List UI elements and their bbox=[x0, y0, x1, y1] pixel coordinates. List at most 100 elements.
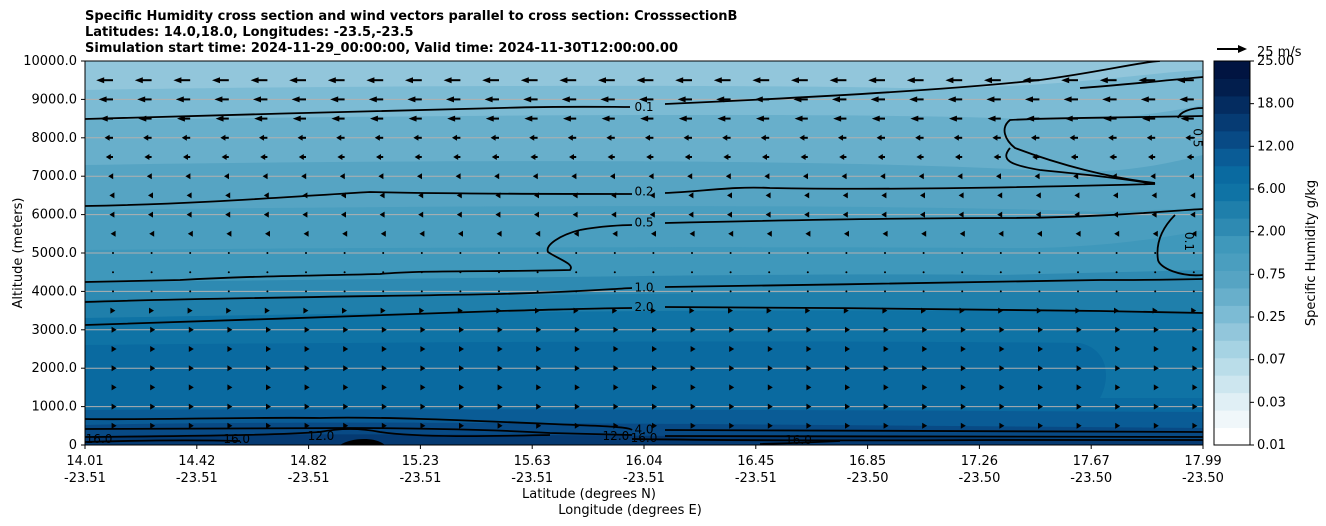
wind-vector bbox=[1032, 154, 1040, 160]
wind-vector bbox=[227, 252, 230, 254]
wind-vector bbox=[459, 346, 464, 352]
x-tick-label-lon: -23.51 bbox=[399, 471, 441, 486]
wind-vector bbox=[999, 422, 1005, 429]
contour-labels: 0.10.20.51.02.04.016.0 16.0 12.0 12.0 16.0 16… bbox=[86, 100, 1205, 447]
wind-vector bbox=[691, 290, 693, 293]
wind-vector bbox=[883, 326, 889, 333]
wind-vector bbox=[111, 346, 117, 352]
wind-vector bbox=[1138, 77, 1156, 84]
wind-vector bbox=[536, 384, 542, 391]
wind-vector bbox=[99, 115, 113, 122]
wind-vector bbox=[1115, 252, 1118, 254]
wind-vector bbox=[220, 134, 229, 141]
wind-vector bbox=[414, 154, 422, 160]
wind-vector bbox=[339, 173, 345, 180]
wind-vector bbox=[884, 290, 886, 293]
y-tick-label: 2000.0 bbox=[32, 361, 78, 376]
wind-vector bbox=[490, 134, 499, 141]
wind-vector bbox=[1038, 326, 1043, 333]
wind-vector bbox=[181, 134, 191, 141]
x-tick-label-lat: 14.82 bbox=[290, 454, 327, 469]
wind-vector bbox=[188, 326, 194, 333]
wind-vector bbox=[639, 96, 654, 103]
wind-vector bbox=[419, 230, 425, 237]
wind-vector bbox=[224, 173, 229, 180]
colorbar-tick-label: 25.00 bbox=[1257, 54, 1294, 69]
wind-vector bbox=[563, 115, 577, 122]
wind-vector bbox=[227, 271, 230, 274]
wind-vector bbox=[607, 154, 615, 160]
wind-vector bbox=[536, 365, 542, 372]
contour-label: 16.0 bbox=[631, 431, 658, 445]
wind-vector bbox=[881, 192, 887, 199]
wind-vector bbox=[188, 422, 194, 429]
wind-vector bbox=[495, 211, 501, 218]
wind-vector bbox=[382, 290, 385, 293]
wind-vector bbox=[379, 211, 385, 218]
wind-vector bbox=[839, 154, 847, 160]
wind-vector bbox=[727, 211, 732, 218]
wind-vector bbox=[482, 77, 499, 84]
wind-vector bbox=[109, 211, 115, 218]
wind-vector bbox=[922, 365, 928, 372]
wind-vector bbox=[226, 307, 232, 314]
wind-vector bbox=[572, 192, 578, 199]
wind-vector bbox=[496, 307, 502, 314]
wind-vector bbox=[1151, 192, 1157, 199]
wind-vector bbox=[960, 346, 966, 352]
wind-vector bbox=[1111, 173, 1117, 180]
wind-vector bbox=[842, 192, 848, 199]
wind-vector bbox=[1115, 422, 1121, 429]
wind-vector bbox=[765, 211, 771, 218]
wind-vector bbox=[1192, 252, 1195, 254]
wind-key: 25 m/s bbox=[1217, 45, 1302, 60]
wind-vector bbox=[687, 173, 693, 180]
wind-vector bbox=[343, 326, 349, 333]
wind-vector bbox=[688, 211, 694, 218]
wind-vector bbox=[683, 134, 692, 141]
colorbar-band bbox=[1214, 427, 1250, 446]
wind-vector bbox=[298, 154, 306, 160]
y-tick-label: 7000.0 bbox=[32, 169, 78, 184]
contour-label: 12.0 bbox=[308, 429, 335, 443]
wind-vector bbox=[754, 96, 770, 103]
contour-0-5-right bbox=[579, 208, 1203, 231]
x-tick-label-lat: 17.67 bbox=[1073, 454, 1110, 469]
wind-vector bbox=[382, 271, 385, 274]
wind-vector bbox=[613, 290, 616, 293]
wind-vector bbox=[999, 384, 1005, 391]
wind-vector bbox=[922, 384, 928, 391]
wind-vector bbox=[1061, 77, 1078, 84]
wind-vector bbox=[1192, 422, 1198, 429]
wind-vector bbox=[111, 403, 117, 410]
wind-vector bbox=[961, 290, 964, 293]
wind-vector bbox=[418, 211, 424, 218]
wind-vector bbox=[146, 173, 152, 180]
wind-vector bbox=[368, 96, 384, 103]
wind-vector bbox=[1114, 307, 1119, 314]
wind-vector bbox=[304, 346, 310, 352]
colorbar-band bbox=[1214, 78, 1250, 97]
wind-vector bbox=[920, 192, 925, 199]
wind-vector bbox=[684, 154, 692, 160]
wind-vector bbox=[405, 77, 422, 84]
wind-vector bbox=[188, 346, 194, 352]
wind-vector bbox=[524, 115, 538, 122]
wind-vector bbox=[420, 365, 426, 372]
y-tick-label: 0 bbox=[69, 438, 77, 453]
wind-vector bbox=[838, 134, 847, 141]
wind-vector bbox=[922, 403, 928, 410]
wind-vector bbox=[536, 403, 542, 410]
wind-vector bbox=[574, 384, 580, 391]
wind-vector bbox=[413, 134, 422, 141]
contour-label: 1.0 bbox=[634, 281, 653, 295]
wind-vector bbox=[112, 252, 114, 254]
wind-vector bbox=[1186, 154, 1194, 160]
chart-title-line-2: Latitudes: 14.0,18.0, Longitudes: -23.5,… bbox=[85, 25, 414, 40]
wind-vector bbox=[305, 290, 307, 293]
contour-label: 0.1 bbox=[634, 100, 653, 114]
wind-vector bbox=[999, 403, 1005, 410]
wind-vector bbox=[1153, 365, 1159, 372]
wind-vector bbox=[992, 134, 1001, 141]
wind-vector bbox=[1140, 96, 1156, 103]
